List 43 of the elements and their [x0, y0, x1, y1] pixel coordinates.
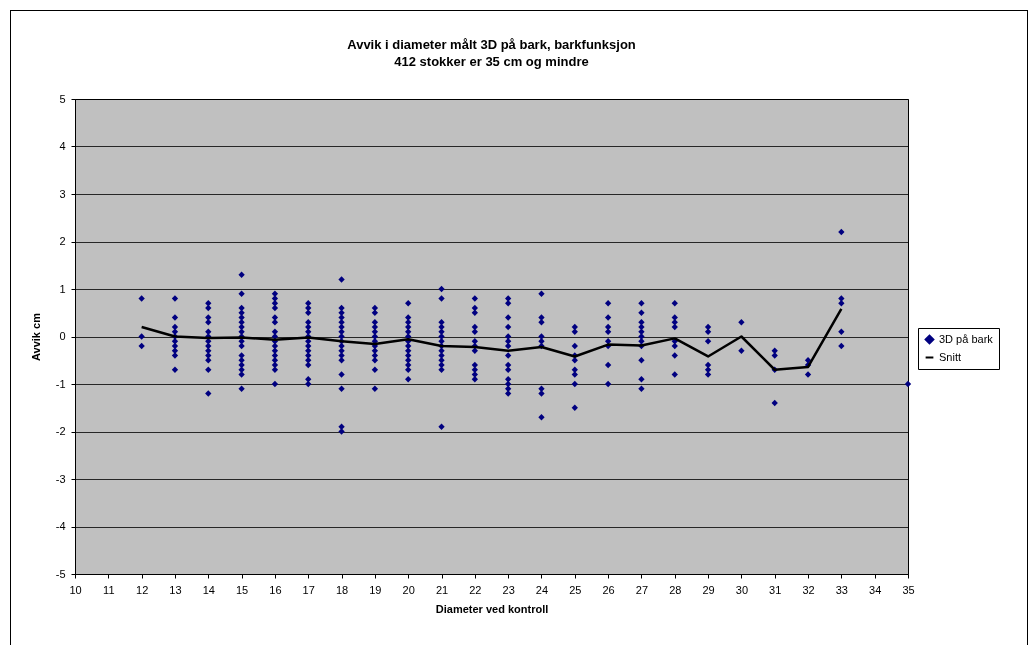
- y-axis-title: Avvik cm: [29, 312, 42, 361]
- legend-label: 3D på bark: [939, 332, 994, 345]
- x-tick-label: 22: [469, 583, 482, 596]
- x-tick-label: 11: [103, 583, 115, 596]
- x-tick-label: 31: [769, 583, 782, 596]
- y-tick-label: -4: [55, 520, 66, 532]
- y-tick-label: 5: [59, 92, 66, 105]
- x-tick-label: 23: [502, 583, 515, 596]
- y-tick-label: 1: [59, 282, 66, 295]
- x-tick-label: 14: [202, 583, 215, 596]
- y-tick-label: -2: [55, 425, 66, 437]
- y-tick-label: -3: [55, 472, 66, 485]
- x-tick-label: 18: [335, 583, 349, 596]
- chart-title: Avvik i diameter målt 3D på bark, barkfunksjon: [347, 37, 636, 52]
- x-tick-label: 26: [602, 583, 615, 596]
- x-tick-label: 10: [69, 583, 82, 596]
- x-tick-label: 13: [169, 583, 182, 596]
- y-tick-label: 3: [59, 187, 66, 200]
- x-tick-label: 27: [635, 583, 649, 596]
- x-tick-label: 29: [702, 583, 715, 596]
- x-tick-label: 21: [435, 583, 449, 596]
- x-tick-label: 12: [136, 583, 149, 596]
- legend-label: Snitt: [939, 350, 962, 363]
- x-tick-label: 28: [669, 583, 682, 596]
- x-tick-label: 32: [802, 583, 815, 596]
- x-tick-label: 15: [235, 583, 249, 596]
- x-axis-title: Diameter ved kontroll: [435, 602, 549, 615]
- y-tick-label: -5: [55, 567, 66, 580]
- x-tick-label: 30: [735, 583, 749, 596]
- y-tick-label: 4: [59, 140, 66, 152]
- x-tick-label: 25: [569, 583, 582, 596]
- y-tick-label: -1: [55, 377, 66, 390]
- x-tick-label: 24: [535, 583, 549, 596]
- x-tick-label: 16: [269, 583, 282, 596]
- x-tick-label: 19: [369, 583, 382, 596]
- chart-subtitle: 412 stokker er 35 cm og mindre: [394, 54, 589, 69]
- x-tick-label: 17: [302, 583, 315, 596]
- y-tick-label: 0: [59, 330, 66, 342]
- x-tick-label: 33: [835, 583, 848, 596]
- y-tick-label: 2: [59, 235, 66, 247]
- x-tick-label: 20: [402, 583, 415, 596]
- x-tick-label: 35: [902, 583, 915, 596]
- x-tick-label: 34: [869, 583, 882, 596]
